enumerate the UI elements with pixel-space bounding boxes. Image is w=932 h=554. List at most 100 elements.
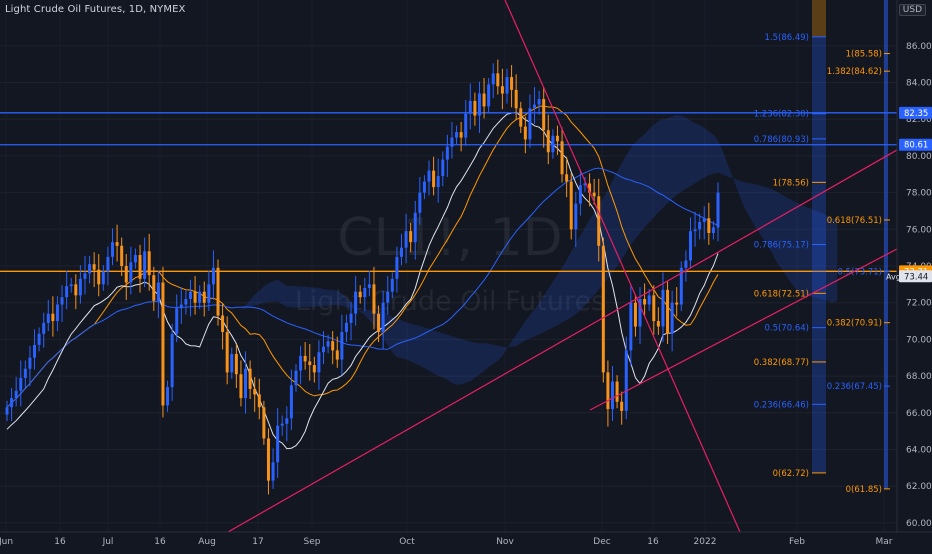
candle xyxy=(271,462,275,481)
time-axis: Jun 16 Jul 16 Aug 17 Sep Oct Nov Dec 16 2022 Feb Mar xyxy=(0,531,932,547)
candle xyxy=(422,181,426,193)
candle xyxy=(216,267,220,316)
candle xyxy=(257,394,261,408)
y-tick-label: 76.00 xyxy=(906,225,932,235)
y-tick-label: 84.00 xyxy=(906,79,932,89)
candle xyxy=(133,254,137,263)
candle xyxy=(161,282,165,406)
candle xyxy=(211,267,215,285)
candle xyxy=(491,73,495,85)
candle xyxy=(528,108,532,140)
fib-level-label: 1(85.58) xyxy=(846,50,882,60)
candle xyxy=(170,333,174,388)
fib-level-label: 0.236(67.45) xyxy=(827,382,882,392)
fib-level-label: 1.5(86.49) xyxy=(765,33,809,43)
x-tick-label: 16 xyxy=(647,537,659,547)
price-label-bg xyxy=(899,138,932,151)
fib-level-label: 0.236(66.46) xyxy=(754,400,809,410)
candle xyxy=(643,299,647,305)
candle xyxy=(464,113,468,138)
fib-level-label: 0.382(68.77) xyxy=(754,358,809,368)
candle xyxy=(620,401,624,411)
fib-level-label: 0(62.72) xyxy=(773,469,809,479)
candle xyxy=(450,137,454,147)
candle xyxy=(363,288,367,298)
chart-title: Light Crude Oil Futures, 1D, NYMEX xyxy=(5,4,186,15)
fib-left-band xyxy=(812,36,826,473)
y-tick-label: 80.00 xyxy=(906,152,932,162)
candle xyxy=(244,368,248,399)
candle xyxy=(510,77,514,90)
candle xyxy=(51,313,55,322)
candle xyxy=(202,291,206,303)
fib-level-label: 1.382(84.62) xyxy=(827,67,882,77)
fib-level-label: 0.618(72.51) xyxy=(754,289,809,299)
candle xyxy=(427,170,431,182)
candle xyxy=(207,284,211,303)
y-tick-label: 70.00 xyxy=(906,335,932,345)
fib-level-label: 1.236(82.30) xyxy=(754,110,809,120)
trendlines xyxy=(227,0,898,533)
y-tick-label: 64.00 xyxy=(906,445,932,455)
candle xyxy=(308,361,312,366)
price-label-bg xyxy=(899,270,932,283)
candle xyxy=(459,132,463,138)
candle xyxy=(280,423,284,426)
ma-orange-line xyxy=(6,105,719,408)
candle xyxy=(661,289,665,327)
candle xyxy=(239,374,243,399)
candle xyxy=(23,368,27,378)
watermark: CL1!, 1D Light Crude Oil Futures xyxy=(295,208,605,317)
candle xyxy=(97,269,101,285)
candle xyxy=(60,297,64,305)
y-tick-label: 68.00 xyxy=(906,372,932,382)
candle xyxy=(675,302,679,305)
candle xyxy=(317,352,321,373)
cloud-area xyxy=(126,115,838,408)
candle xyxy=(322,346,326,353)
candle xyxy=(546,130,550,153)
candle xyxy=(477,93,481,116)
candle xyxy=(10,398,14,408)
candle xyxy=(115,242,119,246)
candle xyxy=(606,372,610,410)
fib-level-label: 0.786(80.93) xyxy=(754,135,809,145)
candle xyxy=(583,183,587,186)
candle xyxy=(74,284,78,296)
candle xyxy=(588,183,592,193)
candle xyxy=(523,126,527,140)
price-label: 73.44 xyxy=(904,272,928,282)
candle xyxy=(344,322,348,333)
fib-level-label: 0.786(75.17) xyxy=(754,241,809,251)
candle xyxy=(331,341,335,351)
candle xyxy=(326,341,330,347)
candle xyxy=(592,192,596,197)
candle xyxy=(698,221,702,230)
y-tick-label: 62.00 xyxy=(906,482,932,492)
candle xyxy=(455,132,459,138)
candle xyxy=(55,304,59,322)
candle xyxy=(179,304,183,309)
candle xyxy=(436,176,440,188)
candle xyxy=(555,135,559,142)
candle xyxy=(404,231,408,248)
trendline-rising-2 xyxy=(589,248,898,411)
candle xyxy=(514,89,518,109)
candle xyxy=(152,275,156,301)
currency-button[interactable]: USD xyxy=(898,4,926,16)
candle xyxy=(367,284,371,289)
candle xyxy=(143,251,147,279)
fibonacci-levels: 1.5(86.49) 1.236(82.30) 0.786(80.93) 1(78.5… xyxy=(754,0,890,495)
candle xyxy=(83,273,87,279)
candle xyxy=(276,425,280,463)
candle xyxy=(377,313,381,333)
x-tick-label: Nov xyxy=(496,537,514,547)
candle xyxy=(106,256,110,272)
candle xyxy=(684,260,688,268)
candle xyxy=(670,302,674,334)
candle xyxy=(354,291,358,314)
candle xyxy=(413,212,417,243)
candle xyxy=(188,291,192,300)
